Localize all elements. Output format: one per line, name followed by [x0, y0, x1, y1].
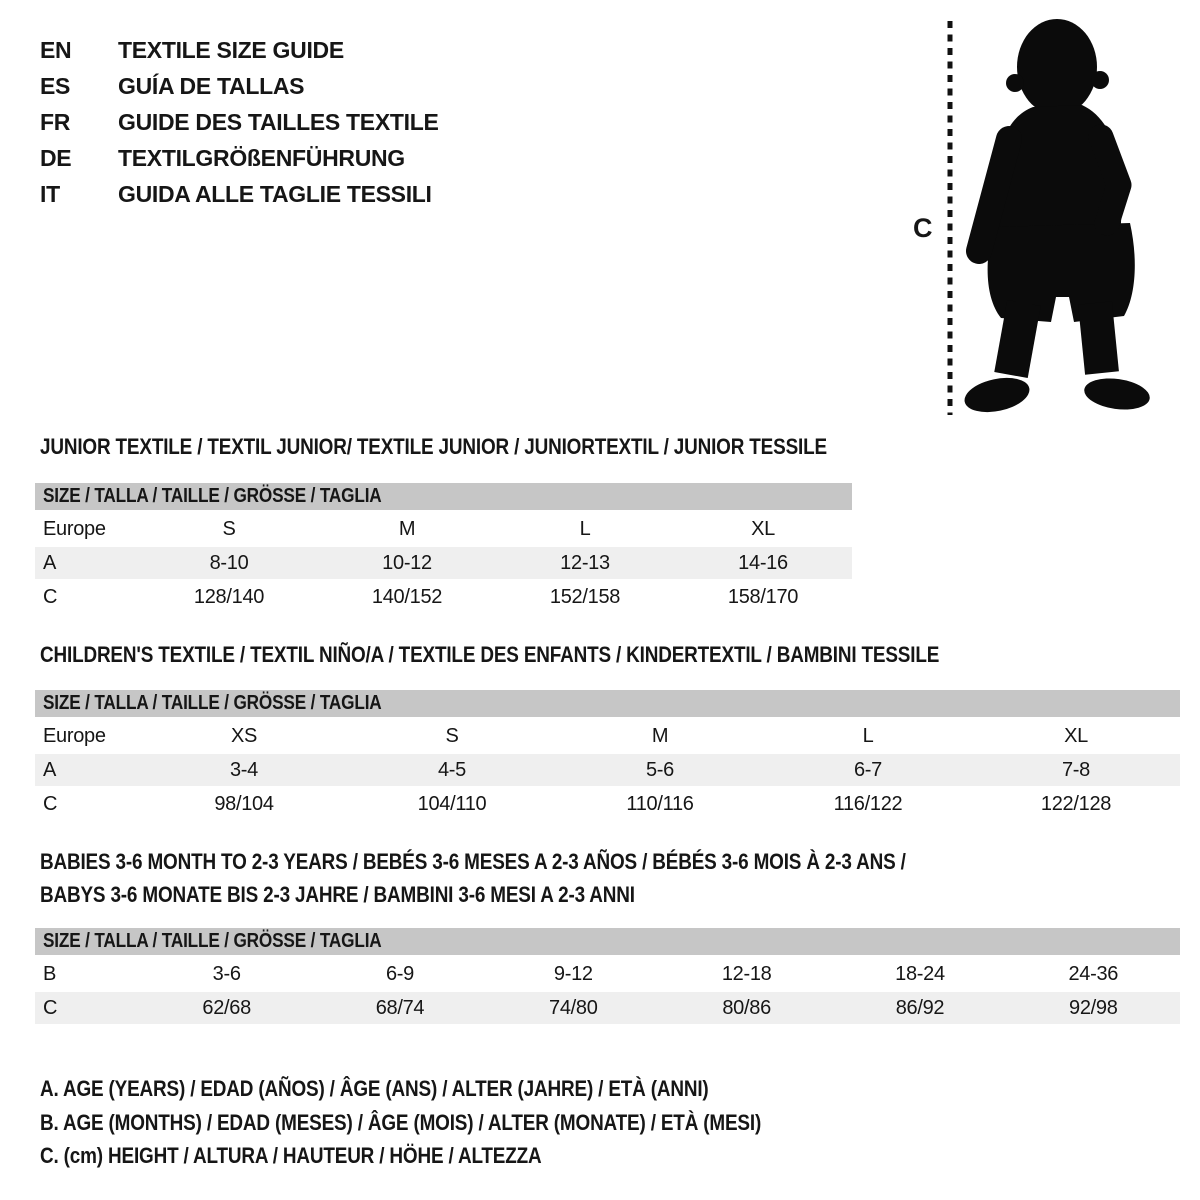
legend-line-height-cm-text: C. (cm) HEIGHT / ALTURA / HAUTEUR / HÖHE…: [40, 1143, 542, 1168]
language-code: FR: [40, 108, 71, 135]
table-cell: XL: [1064, 724, 1088, 747]
size-header-band-text: SIZE / TALLA / TAILLE / GRÖSSE / TAGLIA: [43, 485, 382, 507]
table-cell: 152/158: [549, 585, 621, 608]
legend-line-age-years-text: A. AGE (YEARS) / EDAD (AÑOS) / ÂGE (ANS)…: [40, 1076, 709, 1101]
row-label: C: [43, 996, 58, 1019]
row-label: Europe: [43, 724, 106, 747]
table-row-height: C 98/104 104/110 110/116 116/122 122/128: [35, 788, 1180, 820]
table-cell: 12-18: [721, 962, 772, 985]
size-header-band-text: SIZE / TALLA / TAILLE / GRÖSSE / TAGLIA: [43, 930, 382, 952]
language-code: IT: [40, 180, 60, 207]
table-cell: 140/152: [371, 585, 443, 608]
language-row-it: IT GUIDA ALLE TAGLIE TESSILI: [40, 176, 439, 212]
table-cell: XS: [230, 724, 258, 747]
table-cell: 80/86: [722, 996, 771, 1019]
table-cell: 14-16: [738, 551, 788, 574]
table-cell: 158/170: [727, 585, 799, 608]
section-title-babies-line1: BABIES 3-6 MONTH TO 2-3 YEARS / BEBÉS 3-…: [40, 850, 1047, 874]
language-row-es: ES GUÍA DE TALLAS: [40, 68, 439, 104]
table-cell: 122/128: [1040, 792, 1112, 815]
height-measure-label: C: [913, 213, 933, 243]
table-cell: 104/110: [417, 792, 487, 815]
row-label: C: [43, 792, 58, 815]
table-row-age: A 3-4 4-5 5-6 6-7 7-8: [35, 754, 1180, 786]
language-row-fr: FR GUIDE DES TAILLES TEXTILE: [40, 104, 439, 140]
language-row-en: EN TEXTILE SIZE GUIDE: [40, 32, 439, 68]
table-cell: L: [579, 517, 591, 540]
language-title: GUIDE DES TAILLES TEXTILE: [118, 108, 439, 135]
row-label: A: [43, 758, 57, 781]
toddler-silhouette-figure: [947, 19, 1150, 415]
table-cell: S: [222, 517, 236, 540]
language-row-de: DE TEXTILGRÖßENFÜHRUNG: [40, 140, 439, 176]
table-cell: 6-9: [385, 962, 414, 985]
table-cell: XL: [751, 517, 775, 540]
table-cell: L: [862, 724, 874, 747]
section-title-babies-line1-text: BABIES 3-6 MONTH TO 2-3 YEARS / BEBÉS 3-…: [40, 849, 906, 874]
size-header-band: SIZE / TALLA / TAILLE / GRÖSSE / TAGLIA: [35, 928, 1180, 955]
table-cell: 62/68: [202, 996, 251, 1019]
toddler-silhouette-icon: [964, 19, 1150, 413]
language-code: ES: [40, 72, 71, 99]
table-cell: 8-10: [209, 551, 249, 574]
table-cell: 10-12: [382, 551, 432, 574]
table-cell: 5-6: [645, 758, 674, 781]
table-cell: 24-36: [1068, 962, 1119, 985]
table-cell: M: [651, 724, 669, 747]
size-header-band: SIZE / TALLA / TAILLE / GRÖSSE / TAGLIA: [35, 690, 1180, 717]
row-label: B: [43, 962, 57, 985]
size-table-babies: SIZE / TALLA / TAILLE / GRÖSSE / TAGLIA …: [35, 928, 1180, 1026]
legend-line-age-months-text: B. AGE (MONTHS) / EDAD (MESES) / ÂGE (MO…: [40, 1110, 762, 1135]
table-cell: 18-24: [895, 962, 945, 985]
table-row-months: B 3-6 6-9 9-12 12-18 18-24 24-36: [35, 958, 1180, 990]
table-row-height: C 128/140 140/152 152/158 158/170: [35, 581, 852, 613]
language-title: GUIDA ALLE TAGLIE TESSILI: [118, 180, 432, 207]
language-title-list: EN TEXTILE SIZE GUIDE ES GUÍA DE TALLAS …: [40, 32, 439, 212]
size-header-band: SIZE / TALLA / TAILLE / GRÖSSE / TAGLIA: [35, 483, 852, 510]
table-cell: 92/98: [1069, 996, 1118, 1019]
table-cell: 7-8: [1061, 758, 1090, 781]
table-row-age: A 8-10 10-12 12-13 14-16: [35, 547, 852, 579]
table-cell: 3-6: [212, 962, 241, 985]
legend-line-age-months: B. AGE (MONTHS) / EDAD (MESES) / ÂGE (MO…: [40, 1110, 878, 1136]
section-title-children-text: CHILDREN'S TEXTILE / TEXTIL NIÑO/A / TEX…: [40, 642, 940, 667]
legend-line-height-cm: C. (cm) HEIGHT / ALTURA / HAUTEUR / HÖHE…: [40, 1143, 623, 1169]
table-row-height: C 62/68 68/74 74/80 80/86 86/92 92/98: [35, 992, 1180, 1024]
table-cell: 4-5: [437, 758, 466, 781]
language-title: GUÍA DE TALLAS: [118, 72, 305, 99]
table-cell: 6-7: [853, 758, 882, 781]
row-label: A: [43, 551, 57, 574]
legend-line-age-years: A. AGE (YEARS) / EDAD (AÑOS) / ÂGE (ANS)…: [40, 1076, 817, 1102]
language-code: DE: [40, 144, 72, 171]
table-cell: 128/140: [193, 585, 265, 608]
table-cell: S: [445, 724, 459, 747]
table-cell: 116/122: [833, 792, 903, 815]
size-table-children: SIZE / TALLA / TAILLE / GRÖSSE / TAGLIA …: [35, 690, 1180, 822]
table-cell: 3-4: [229, 758, 258, 781]
size-table-junior: SIZE / TALLA / TAILLE / GRÖSSE / TAGLIA …: [35, 483, 852, 615]
size-header-band-text: SIZE / TALLA / TAILLE / GRÖSSE / TAGLIA: [43, 692, 382, 714]
table-cell: 86/92: [895, 996, 945, 1019]
row-label: Europe: [43, 517, 106, 540]
table-cell: 9-12: [553, 962, 593, 985]
section-title-babies-line2-text: BABYS 3-6 MONATE BIS 2-3 JAHRE / BAMBINI…: [40, 882, 635, 907]
language-code: EN: [40, 36, 72, 63]
language-title: TEXTILGRÖßENFÜHRUNG: [118, 144, 405, 171]
section-title-children: CHILDREN'S TEXTILE / TEXTIL NIÑO/A / TEX…: [40, 643, 1086, 667]
table-cell: 110/116: [626, 792, 694, 815]
table-cell: M: [398, 517, 416, 540]
table-cell: 74/80: [549, 996, 598, 1019]
table-cell: 68/74: [375, 996, 425, 1019]
section-title-junior: JUNIOR TEXTILE / TEXTIL JUNIOR/ TEXTILE …: [40, 435, 955, 459]
section-title-babies-line2: BABYS 3-6 MONATE BIS 2-3 JAHRE / BAMBINI…: [40, 883, 732, 907]
table-cell: 98/104: [214, 792, 274, 815]
table-cell: 12-13: [560, 551, 610, 574]
row-label: C: [43, 585, 58, 608]
section-title-junior-text: JUNIOR TEXTILE / TEXTIL JUNIOR/ TEXTILE …: [40, 434, 827, 459]
table-row-europe: Europe XS S M L XL: [35, 720, 1180, 752]
table-row-europe: Europe S M L XL: [35, 513, 852, 545]
language-title: TEXTILE SIZE GUIDE: [118, 36, 344, 63]
